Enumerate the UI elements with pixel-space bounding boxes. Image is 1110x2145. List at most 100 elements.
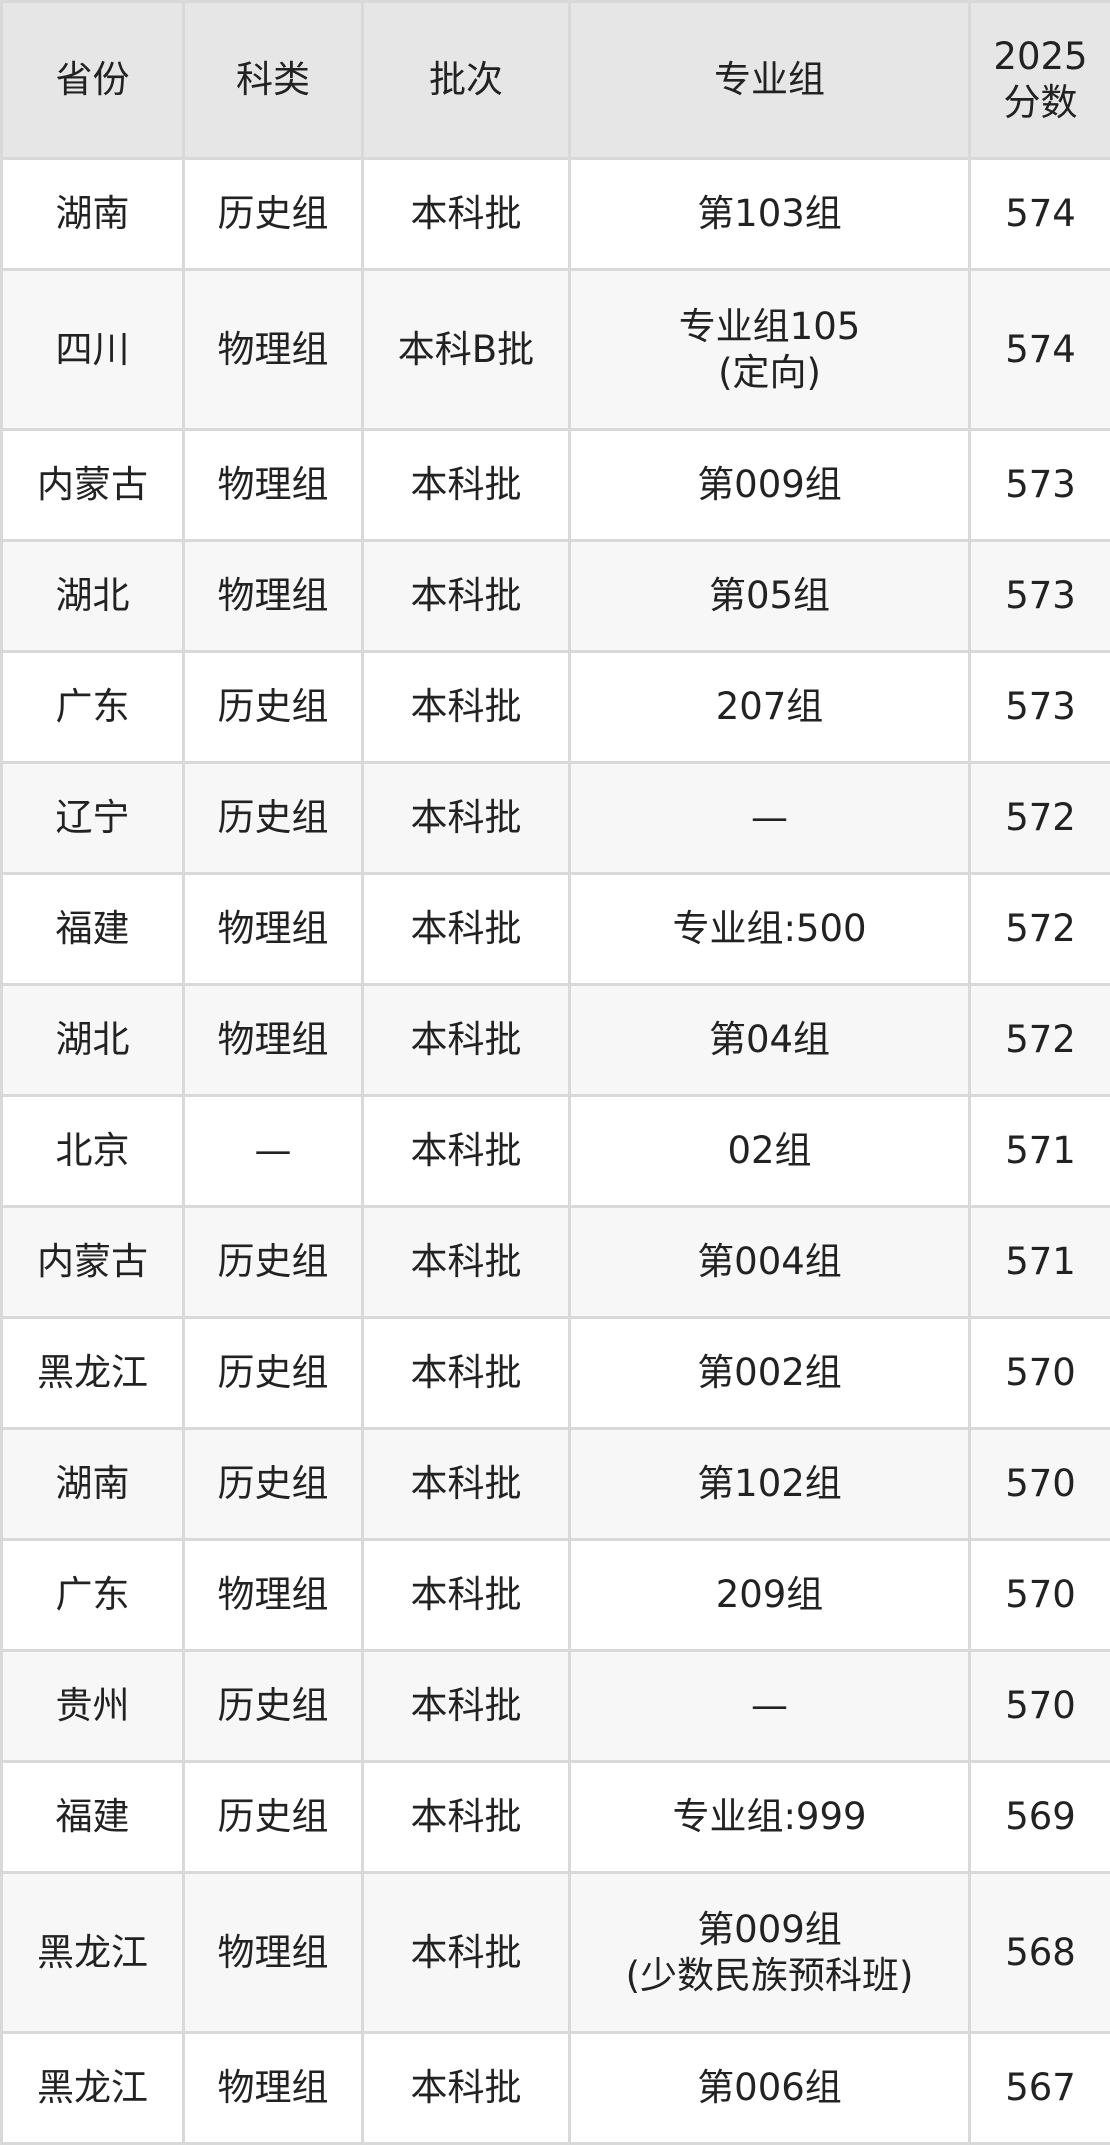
cell-subject: 物理组 [182, 428, 364, 542]
cell-province: 福建 [0, 872, 185, 986]
cell-batch: 本科批 [361, 1094, 571, 1208]
cell-subject: 历史组 [182, 650, 364, 764]
cell-text: 本科批 [410, 907, 522, 950]
cell-major-group: 02组 [568, 1094, 971, 1208]
cell-batch: 本科批 [361, 650, 571, 764]
cell-subject: 物理组 [182, 2031, 364, 2145]
header-province: 省份 [0, 0, 185, 160]
cell-text: 本科B批 [397, 327, 535, 371]
cell-subject: 历史组 [182, 1760, 364, 1874]
header-score-label: 分数 [1003, 81, 1078, 124]
cell-text: 历史组 [217, 192, 329, 235]
cell-score: 570 [968, 1316, 1110, 1430]
cell-text: 第009组 [697, 463, 842, 506]
cell-subject: 历史组 [182, 1316, 364, 1430]
cell-subject: 物理组 [182, 539, 364, 653]
cell-province: 广东 [0, 650, 185, 764]
cell-province: 内蒙古 [0, 1205, 185, 1319]
cell-province: 广东 [0, 1538, 185, 1652]
cell-text: — [751, 796, 788, 839]
cell-text: 福建 [55, 907, 130, 950]
cell-major-group: 第009组 [568, 428, 971, 542]
cell-text: 物理组 [217, 1573, 329, 1616]
cell-major-group: 第004组 [568, 1205, 971, 1319]
cell-score: 570 [968, 1649, 1110, 1763]
table-row: 湖南 历史组 本科批 第103组 574 [0, 157, 1110, 271]
cell-text: — [751, 1684, 788, 1727]
cell-major-group: 第102组 [568, 1427, 971, 1541]
cell-text: 四川 [55, 327, 130, 371]
table-row: 内蒙古 物理组 本科批 第009组 573 [0, 428, 1110, 542]
cell-province: 黑龙江 [0, 1871, 185, 2034]
cell-batch: 本科批 [361, 1649, 571, 1763]
cell-subject: 历史组 [182, 157, 364, 271]
cell-text: — [254, 1129, 292, 1172]
cell-text: 内蒙古 [37, 463, 148, 506]
table-row: 黑龙江 历史组 本科批 第002组 570 [0, 1316, 1110, 1430]
cell-province: 湖北 [0, 983, 185, 1097]
cell-major-group: 209组 [568, 1538, 971, 1652]
cell-text: 第103组 [697, 192, 842, 235]
cell-text: 569 [1005, 1795, 1076, 1838]
cell-text: 本科批 [410, 1018, 522, 1061]
header-score-year: 2025 [993, 35, 1088, 78]
cell-text: 广东 [55, 1573, 130, 1616]
cell-score: 570 [968, 1538, 1110, 1652]
cell-text: 570 [1005, 1462, 1076, 1505]
cell-score: 573 [968, 650, 1110, 764]
cell-score: 569 [968, 1760, 1110, 1874]
cell-text: 573 [1005, 685, 1076, 728]
cell-text: 物理组 [217, 1930, 329, 1974]
cell-score: 572 [968, 983, 1110, 1097]
cell-text: 本科批 [410, 685, 522, 728]
cell-subject: 物理组 [182, 872, 364, 986]
cell-subject: 历史组 [182, 1427, 364, 1541]
cell-text: 历史组 [217, 1462, 329, 1505]
cell-province: 福建 [0, 1760, 185, 1874]
cell-province: 四川 [0, 268, 185, 431]
cell-text: 湖北 [55, 574, 130, 617]
table-row: 贵州 历史组 本科批 — 570 [0, 1649, 1110, 1763]
header-score: 2025 分数 [968, 0, 1110, 160]
cell-text: 历史组 [217, 1240, 329, 1283]
cell-batch: 本科批 [361, 1205, 571, 1319]
cell-text: 第05组 [708, 574, 831, 617]
cell-text: 572 [1005, 907, 1076, 950]
cell-text: 209组 [715, 1573, 824, 1616]
cell-text: 02组 [727, 1129, 812, 1172]
cell-subject: 物理组 [182, 268, 364, 431]
header-subject: 科类 [182, 0, 364, 160]
table-row: 内蒙古 历史组 本科批 第004组 571 [0, 1205, 1110, 1319]
cell-text: 历史组 [217, 1351, 329, 1394]
table-row: 湖南 历史组 本科批 第102组 570 [0, 1427, 1110, 1541]
cell-text: 本科批 [410, 192, 522, 235]
cell-text: 历史组 [217, 796, 329, 839]
cell-batch: 本科批 [361, 1760, 571, 1874]
cell-text: 本科批 [410, 1930, 522, 1974]
cell-text: 本科批 [410, 1573, 522, 1616]
cell-text: 湖南 [55, 192, 130, 235]
cell-province: 贵州 [0, 1649, 185, 1763]
cell-text: 黑龙江 [37, 1351, 148, 1394]
cell-batch: 本科批 [361, 1538, 571, 1652]
cell-text: 物理组 [217, 574, 329, 617]
cell-text: 207组 [715, 685, 824, 728]
cell-major-group: 第103组 [568, 157, 971, 271]
cell-text: 第102组 [697, 1462, 842, 1505]
cell-major-group: — [568, 1649, 971, 1763]
cell-text: 568 [1005, 1930, 1076, 1974]
cell-major-group: 第006组 [568, 2031, 971, 2145]
cell-subject: 历史组 [182, 761, 364, 875]
cell-text: 572 [1005, 796, 1076, 839]
cell-batch: 本科批 [361, 1427, 571, 1541]
cell-text: 专业组105 [678, 304, 861, 348]
cell-subject: 历史组 [182, 1205, 364, 1319]
cell-province: 湖南 [0, 1427, 185, 1541]
cell-subject: 物理组 [182, 983, 364, 1097]
cell-text: 贵州 [55, 1684, 130, 1727]
cell-batch: 本科批 [361, 428, 571, 542]
cell-text: 573 [1005, 463, 1076, 506]
cell-province: 湖北 [0, 539, 185, 653]
cell-score: 574 [968, 157, 1110, 271]
